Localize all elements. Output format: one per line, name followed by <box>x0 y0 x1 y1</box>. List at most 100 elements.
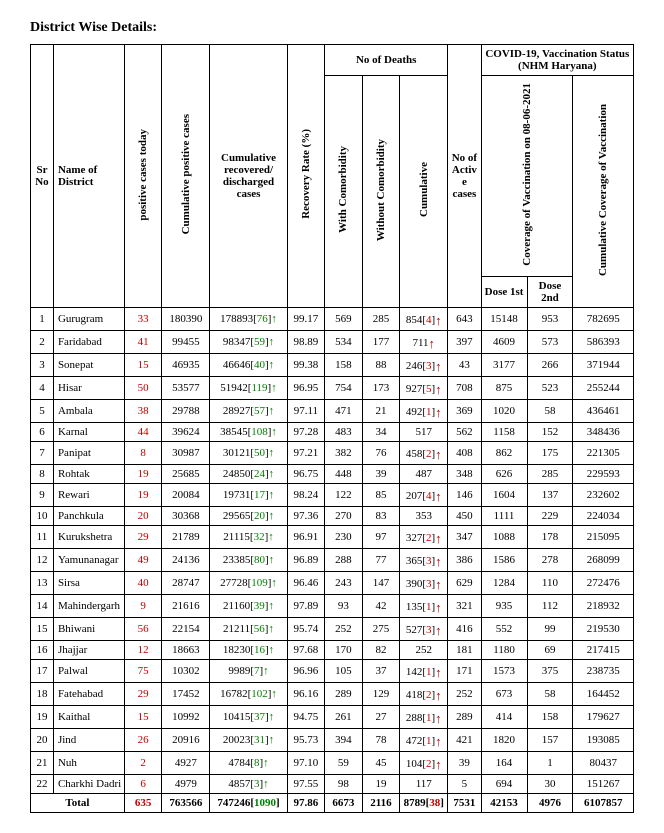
c-pt: 56 <box>124 617 162 640</box>
c-cc: 179627 <box>573 705 634 728</box>
total-ac: 7531 <box>448 793 481 812</box>
c-rec: 98347[59]↑ <box>210 330 287 353</box>
c-woc: 82 <box>362 640 400 659</box>
h-dose2: Dose 2nd <box>527 276 573 307</box>
c-wc: 59 <box>325 751 363 774</box>
total-rec: 747246[1090] <box>210 793 287 812</box>
c-rr: 94.75 <box>287 705 325 728</box>
c-rec: 16782[102]↑ <box>210 682 287 705</box>
page-title: District Wise Details: <box>30 20 634 36</box>
c-wc: 230 <box>325 525 363 548</box>
c-rr: 96.89 <box>287 548 325 571</box>
c-cc: 232602 <box>573 483 634 506</box>
c-woc: 275 <box>362 617 400 640</box>
c-cd: 854[4]↑ <box>400 307 448 330</box>
c-cc: 255244 <box>573 376 634 399</box>
c-woc: 97 <box>362 525 400 548</box>
c-rr: 97.55 <box>287 774 325 793</box>
c-woc: 177 <box>362 330 400 353</box>
total-pt: 635 <box>124 793 162 812</box>
c-ac: 562 <box>448 422 481 441</box>
table-row: 1Gurugram33180390178893[76]↑99.175692858… <box>31 307 634 330</box>
c-woc: 83 <box>362 506 400 525</box>
c-cc: 151267 <box>573 774 634 793</box>
total-cd: 8789[38] <box>400 793 448 812</box>
c-d2: 266 <box>527 353 573 376</box>
c-district: Panchkula <box>53 506 124 525</box>
c-d2: 112 <box>527 594 573 617</box>
h-pos-today: positive cases today <box>124 45 162 308</box>
c-cp: 46935 <box>162 353 210 376</box>
c-rr: 96.96 <box>287 659 325 682</box>
c-d1: 1284 <box>481 571 527 594</box>
h-cum-pos: Cumulative positive cases <box>162 45 210 308</box>
table-row: 20Jind262091620023[31]↑95.7339478472[1]↑… <box>31 728 634 751</box>
c-d1: 935 <box>481 594 527 617</box>
c-wc: 93 <box>325 594 363 617</box>
c-cd: 517 <box>400 422 448 441</box>
c-cd: 527[3]↑ <box>400 617 448 640</box>
c-d2: 1 <box>527 751 573 774</box>
c-d2: 152 <box>527 422 573 441</box>
c-district: Sonepat <box>53 353 124 376</box>
c-ac: 181 <box>448 640 481 659</box>
h-vacc: COVID-19, Vaccination Status (NHM Haryan… <box>481 45 633 76</box>
c-district: Fatehabad <box>53 682 124 705</box>
c-ac: 450 <box>448 506 481 525</box>
c-d1: 694 <box>481 774 527 793</box>
c-pt: 29 <box>124 682 162 705</box>
total-woc: 2116 <box>362 793 400 812</box>
c-sr: 15 <box>31 617 54 640</box>
c-sr: 22 <box>31 774 54 793</box>
c-wc: 288 <box>325 548 363 571</box>
c-d1: 164 <box>481 751 527 774</box>
table-row: 16Jhajjar121866318230[16]↑97.68170822521… <box>31 640 634 659</box>
c-rec: 18230[16]↑ <box>210 640 287 659</box>
c-cp: 20084 <box>162 483 210 506</box>
c-district: Rewari <box>53 483 124 506</box>
c-pt: 2 <box>124 751 162 774</box>
c-pt: 26 <box>124 728 162 751</box>
table-row: 13Sirsa402874727728[109]↑96.46243147390[… <box>31 571 634 594</box>
c-d2: 158 <box>527 705 573 728</box>
c-woc: 173 <box>362 376 400 399</box>
c-rec: 10415[37]↑ <box>210 705 287 728</box>
h-without-com: Without Comorbidity <box>362 76 400 308</box>
c-cc: 193085 <box>573 728 634 751</box>
c-ac: 5 <box>448 774 481 793</box>
c-district: Ambala <box>53 399 124 422</box>
c-cc: 164452 <box>573 682 634 705</box>
c-cc: 348436 <box>573 422 634 441</box>
c-cd: 117 <box>400 774 448 793</box>
c-cd: 327[2]↑ <box>400 525 448 548</box>
c-woc: 39 <box>362 464 400 483</box>
total-label: Total <box>31 793 125 812</box>
c-ac: 146 <box>448 483 481 506</box>
c-cp: 21616 <box>162 594 210 617</box>
h-active: No of Active cases <box>448 45 481 308</box>
c-sr: 6 <box>31 422 54 441</box>
c-rec: 21211[56]↑ <box>210 617 287 640</box>
c-d2: 157 <box>527 728 573 751</box>
c-sr: 9 <box>31 483 54 506</box>
c-rr: 96.95 <box>287 376 325 399</box>
total-cp: 763566 <box>162 793 210 812</box>
c-wc: 382 <box>325 441 363 464</box>
c-d1: 15148 <box>481 307 527 330</box>
c-rr: 97.10 <box>287 751 325 774</box>
c-cp: 17452 <box>162 682 210 705</box>
c-ac: 348 <box>448 464 481 483</box>
c-sr: 1 <box>31 307 54 330</box>
c-ac: 416 <box>448 617 481 640</box>
c-wc: 483 <box>325 422 363 441</box>
c-cp: 22154 <box>162 617 210 640</box>
c-cd: 135[1]↑ <box>400 594 448 617</box>
c-cp: 28747 <box>162 571 210 594</box>
c-wc: 534 <box>325 330 363 353</box>
total-row: Total 635 763566 747246[1090] 97.86 6673… <box>31 793 634 812</box>
c-cp: 39624 <box>162 422 210 441</box>
c-woc: 285 <box>362 307 400 330</box>
c-pt: 6 <box>124 774 162 793</box>
c-rec: 20023[31]↑ <box>210 728 287 751</box>
c-district: Yamunanagar <box>53 548 124 571</box>
